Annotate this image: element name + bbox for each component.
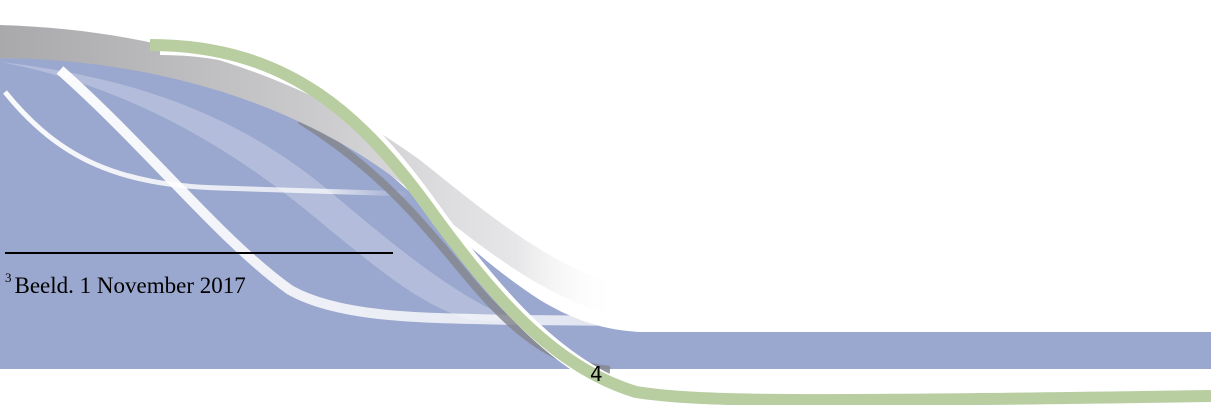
gray-ribbon — [0, 25, 860, 330]
green-ribbon — [149, 39, 1211, 405]
page-number: 4 — [590, 362, 603, 386]
white-curve-upper — [3, 90, 411, 197]
footnote-text: Beeld. 1 November 2017 — [14, 273, 246, 298]
footnote: 3 Beeld. 1 November 2017 — [5, 270, 246, 299]
white-curve-lower — [56, 66, 761, 327]
light-streak-band — [0, 62, 520, 322]
footnote-marker: 3 — [5, 270, 12, 285]
footnote-separator — [5, 252, 393, 254]
